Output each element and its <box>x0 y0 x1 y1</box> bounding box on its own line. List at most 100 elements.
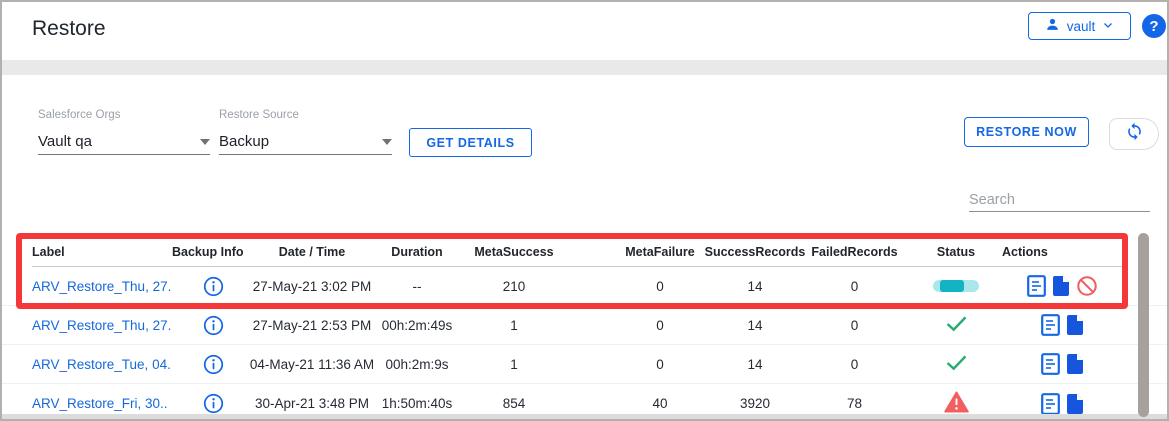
table-header-row: Label Backup Info Date / Time Duration MetaS… <box>2 238 1167 266</box>
restore-log-icon[interactable] <box>1040 353 1060 375</box>
salesforce-orgs-value: Vault qa <box>38 133 92 150</box>
column-header-meta_failure: MetaFailure <box>625 245 695 259</box>
cancel-restore-icon[interactable] <box>1076 275 1098 297</box>
cell-backup_info <box>172 267 254 305</box>
cell-status <box>910 267 1002 305</box>
restore-now-button[interactable]: RESTORE NOW <box>964 117 1089 147</box>
get-details-button[interactable]: GET DETAILS <box>409 128 532 157</box>
restore-file-icon[interactable] <box>1066 393 1084 415</box>
cell-date_time: 27-May-21 2:53 PM <box>252 317 372 333</box>
success-check-icon <box>945 354 968 374</box>
horizontal-scrollbar-track <box>2 414 1167 419</box>
table-row: ARV_Restore_Thu, 27.. 27-May-21 2:53 PM 00… <box>2 306 1167 345</box>
cell-failed_records: 0 <box>850 356 859 372</box>
table-row: ARV_Restore_Fri, 30.. 30-Apr-21 3:48 PM 1h… <box>2 384 1167 419</box>
column-header-success_records: SuccessRecords <box>705 245 805 259</box>
table-row: ARV_Restore_Tue, 04.. 04-May-21 11:36 AM 0… <box>2 345 1167 384</box>
in-progress-bar-fill <box>940 280 964 292</box>
dropdown-caret-icon <box>382 138 392 145</box>
cell-actions <box>1002 384 1122 419</box>
restore-file-icon[interactable] <box>1066 353 1084 375</box>
chevron-down-icon <box>1102 19 1114 34</box>
search-input[interactable] <box>969 188 1150 212</box>
restore-file-icon[interactable] <box>1052 275 1070 297</box>
cell-success_records: 14 <box>747 356 763 372</box>
backup-info-icon[interactable] <box>203 276 224 297</box>
table-body: ARV_Restore_Thu, 27.. 27-May-21 3:02 PM --… <box>2 267 1167 419</box>
cell-success_records: 3920 <box>739 396 771 411</box>
refresh-icon <box>1125 122 1144 146</box>
user-icon <box>1045 17 1060 35</box>
column-header-duration: Duration <box>391 245 443 259</box>
column-header-meta_success: MetaSuccess <box>474 245 554 259</box>
cell-backup_info <box>172 306 254 344</box>
column-header-label: Label <box>32 245 65 259</box>
column-header-date_time: Date / Time <box>278 245 346 259</box>
column-header-actions: Actions <box>1002 245 1048 259</box>
cell-meta_success: 210 <box>502 278 526 294</box>
cell-meta_failure: 0 <box>656 278 664 294</box>
backup-info-icon[interactable] <box>203 354 224 375</box>
cell-status <box>910 306 1002 344</box>
cell-actions <box>1002 306 1122 344</box>
title-bar: Restore vault ? <box>2 2 1167 60</box>
cell-success_records: 14 <box>747 317 763 333</box>
cell-meta_failure: 0 <box>656 356 664 372</box>
restore-label-link[interactable]: ARV_Restore_Thu, 27.. <box>32 278 172 294</box>
user-menu-button[interactable]: vault <box>1028 12 1131 40</box>
restore-log-icon[interactable] <box>1040 392 1060 415</box>
restore-label-link[interactable]: ARV_Restore_Fri, 30.. <box>32 396 168 411</box>
in-progress-bar <box>933 280 979 292</box>
cell-date_time: 27-May-21 3:02 PM <box>252 278 372 294</box>
page-title: Restore <box>32 17 106 40</box>
cell-duration: 00h:2m:9s <box>385 356 449 372</box>
vertical-scrollbar[interactable] <box>1138 233 1149 417</box>
cell-date_time: 04-May-21 11:36 AM <box>249 356 375 372</box>
cell-actions <box>1002 267 1122 305</box>
restore-source-label: Restore Source <box>219 109 299 121</box>
column-header-backup_info: Backup Info <box>172 245 244 259</box>
column-header-failed_records: FailedRecords <box>811 245 898 259</box>
success-check-icon <box>945 315 968 335</box>
cell-duration: -- <box>412 278 422 294</box>
cell-meta_success: 854 <box>502 396 526 411</box>
question-mark-icon: ? <box>1149 17 1159 35</box>
backup-info-icon[interactable] <box>203 393 224 414</box>
cell-status <box>910 345 1002 383</box>
restore-file-icon[interactable] <box>1066 314 1084 336</box>
cell-failed_records: 78 <box>846 396 863 411</box>
restore-source-value: Backup <box>219 133 270 150</box>
help-button[interactable]: ? <box>1142 14 1166 38</box>
cell-success_records: 14 <box>747 278 763 294</box>
cell-failed_records: 0 <box>850 317 859 333</box>
restore-source-select[interactable]: Backup <box>219 129 392 155</box>
failure-warning-icon <box>943 391 969 416</box>
cell-meta_failure: 0 <box>656 317 664 333</box>
cell-status <box>910 384 1002 419</box>
cell-meta_failure: 40 <box>652 396 668 411</box>
restore-log-icon[interactable] <box>1026 275 1046 297</box>
salesforce-orgs-select[interactable]: Vault qa <box>38 129 210 155</box>
user-menu-label: vault <box>1066 18 1096 34</box>
cell-actions <box>1002 345 1122 383</box>
cell-duration: 1h:50m:40s <box>381 396 453 411</box>
cell-date_time: 30-Apr-21 3:48 PM <box>254 396 370 411</box>
cell-meta_success: 1 <box>510 356 518 372</box>
backup-info-icon[interactable] <box>203 315 224 336</box>
table-header-divider <box>32 266 1128 267</box>
restore-label-link[interactable]: ARV_Restore_Thu, 27.. <box>32 317 172 333</box>
dropdown-caret-icon <box>200 138 210 145</box>
salesforce-orgs-label: Salesforce Orgs <box>38 109 121 121</box>
refresh-button[interactable] <box>1109 118 1159 150</box>
cell-backup_info <box>172 345 254 383</box>
cell-meta_success: 1 <box>510 317 518 333</box>
cell-failed_records: 0 <box>850 278 859 294</box>
restore-label-link[interactable]: ARV_Restore_Tue, 04.. <box>32 356 172 372</box>
column-header-status: Status <box>936 245 976 259</box>
divider-band <box>2 60 1167 75</box>
cell-backup_info <box>172 384 254 419</box>
restore-log-icon[interactable] <box>1040 314 1060 336</box>
table-row: ARV_Restore_Thu, 27.. 27-May-21 3:02 PM --… <box>2 267 1167 306</box>
cell-duration: 00h:2m:49s <box>381 317 453 333</box>
